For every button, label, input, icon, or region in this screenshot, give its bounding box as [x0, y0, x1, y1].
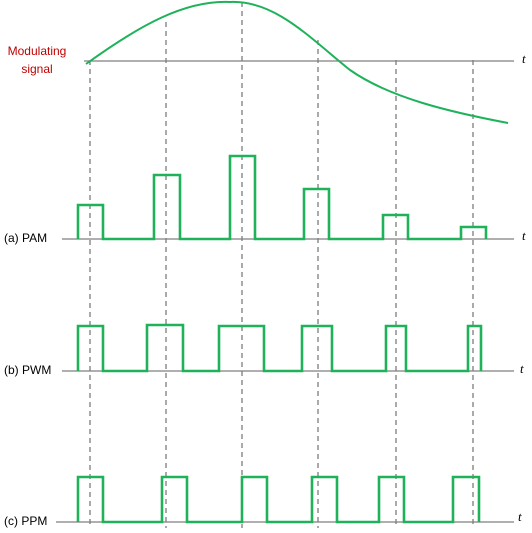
ppm-label: (c) PPM: [4, 514, 48, 528]
modulating-label-line2: signal: [21, 62, 53, 76]
modulating-signal-label: Modulating signal: [0, 42, 74, 78]
t-label-ppm: t: [518, 509, 522, 524]
pam-label: (a) PAM: [4, 231, 48, 245]
modulating-label-line1: Modulating: [7, 44, 67, 58]
pwm-pulse-train: [76, 323, 483, 373]
ppm-pulse-train: [76, 475, 481, 524]
sampling-guides: [89, 2, 474, 528]
pam-pulse-train: [76, 154, 488, 241]
t-label-pwm: t: [520, 361, 524, 376]
pwm-label: (b) PWM: [4, 363, 52, 377]
t-label-modulating: t: [522, 51, 526, 66]
time-axes: [56, 60, 514, 523]
modulating-signal-curve: [85, 0, 509, 124]
t-label-pam: t: [522, 228, 526, 243]
